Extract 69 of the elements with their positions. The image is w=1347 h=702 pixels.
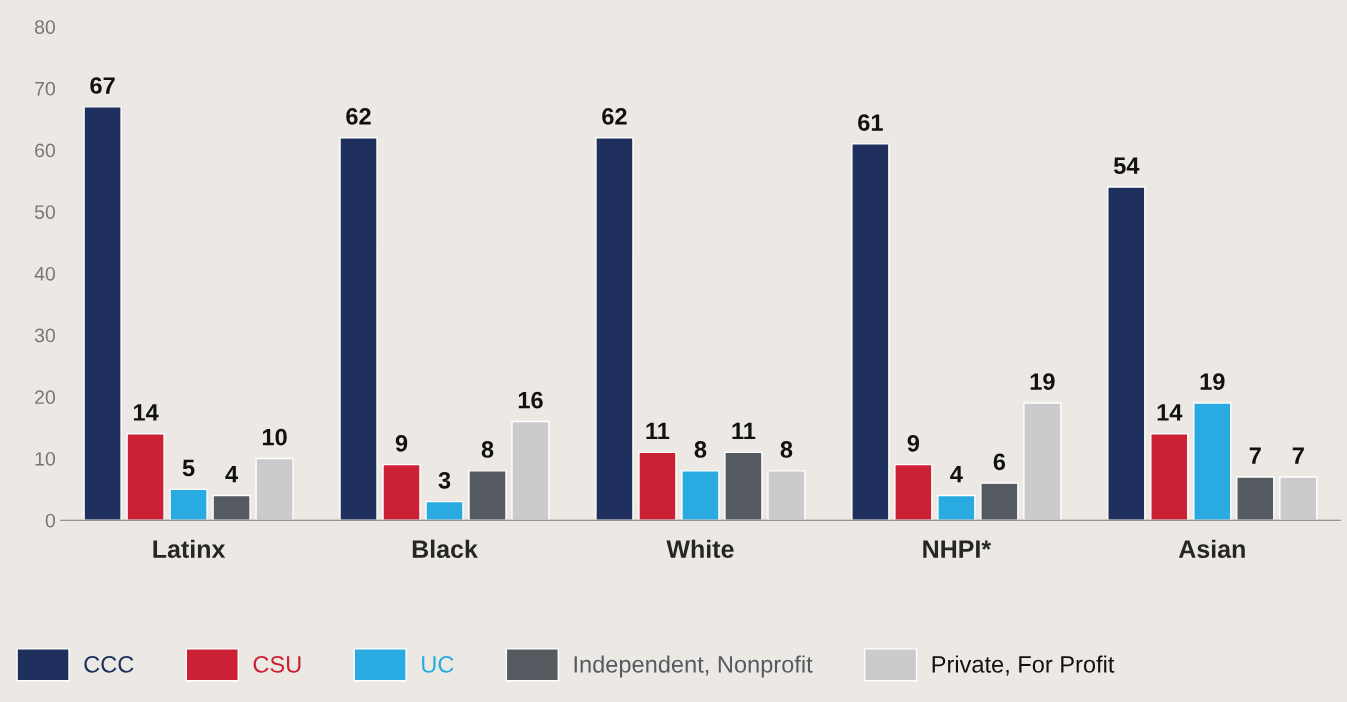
y-tick-label: 10 <box>35 451 55 466</box>
bar <box>255 457 294 521</box>
legend-label: Independent, Nonprofit <box>574 655 813 678</box>
bar <box>851 143 890 521</box>
y-tick-label: 40 <box>34 266 55 281</box>
data-label: 67 <box>90 77 115 94</box>
y-tick-label: 70 <box>35 81 55 96</box>
data-label: 62 <box>602 108 627 125</box>
data-label: 6 <box>993 453 1006 471</box>
bar <box>1023 402 1062 521</box>
data-label: 8 <box>481 441 494 458</box>
y-tick-label: 30 <box>34 328 55 343</box>
y-tick-label: 20 <box>35 390 55 405</box>
bar <box>595 137 634 521</box>
data-label: 54 <box>1113 157 1140 175</box>
x-tick-label: Latinx <box>153 539 226 558</box>
data-label: 19 <box>1030 373 1055 390</box>
data-label: 4 <box>225 466 239 483</box>
bar <box>126 433 165 521</box>
data-label: 11 <box>646 422 670 440</box>
legend-label: Private, For Profit <box>932 655 1115 676</box>
data-label: 7 <box>1292 447 1304 464</box>
bar <box>1236 476 1275 521</box>
bar <box>425 500 464 521</box>
bar <box>638 451 677 521</box>
bar <box>511 420 550 521</box>
y-tick-label: 80 <box>34 20 55 34</box>
data-label: 9 <box>395 434 408 452</box>
data-label: 10 <box>262 428 287 446</box>
data-label: 8 <box>694 441 707 458</box>
bar <box>468 470 507 521</box>
bar <box>767 470 806 521</box>
data-label: 19 <box>1200 373 1225 390</box>
bar <box>212 494 251 521</box>
bar <box>339 137 378 521</box>
bar <box>681 470 720 521</box>
legend-label: CSU <box>253 656 301 673</box>
x-tick-label: Asian <box>1178 539 1245 558</box>
y-tick-label: 60 <box>35 143 55 158</box>
bar <box>937 494 976 521</box>
data-label: 16 <box>518 391 543 409</box>
x-tick-label: Black <box>412 539 478 558</box>
data-label: 7 <box>1249 447 1261 464</box>
data-label: 14 <box>133 404 159 421</box>
legend-label: CCC <box>84 656 134 673</box>
bar <box>894 463 933 521</box>
legend-label: UC <box>422 656 454 673</box>
data-label: 11 <box>732 422 756 440</box>
x-tick-label: NHPI* <box>923 540 992 558</box>
bar <box>1279 476 1318 521</box>
bar <box>382 463 421 521</box>
data-label: 9 <box>907 434 920 452</box>
bar <box>1107 186 1146 521</box>
bar <box>169 488 208 521</box>
data-label: 62 <box>346 108 371 125</box>
data-label: 5 <box>182 459 195 477</box>
bar <box>980 482 1019 521</box>
y-tick-label: 50 <box>34 205 55 219</box>
data-label: 3 <box>438 471 451 489</box>
y-tick-label: 0 <box>45 513 55 528</box>
data-label: 61 <box>858 114 883 131</box>
bar <box>1150 433 1189 521</box>
data-label: 4 <box>950 466 963 483</box>
data-label: 8 <box>780 441 793 458</box>
x-tick-label: White <box>666 539 734 558</box>
data-label: 14 <box>1157 404 1183 421</box>
bar <box>83 106 122 521</box>
bar <box>724 451 763 521</box>
bar <box>1193 402 1232 521</box>
